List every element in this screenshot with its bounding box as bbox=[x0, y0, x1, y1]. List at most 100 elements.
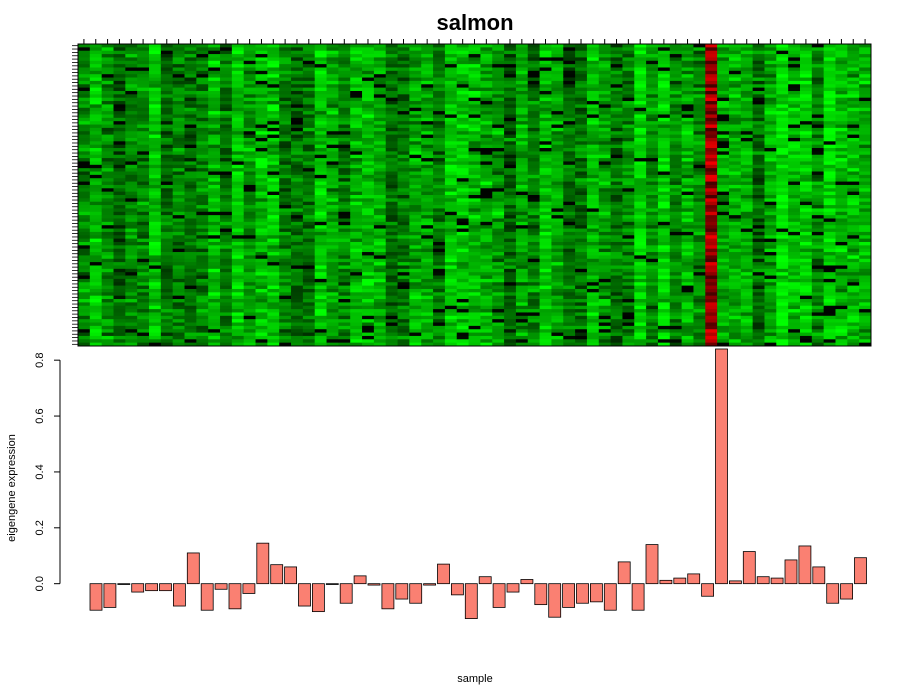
heatmap-cell bbox=[125, 208, 138, 213]
heatmap-cell bbox=[598, 164, 612, 169]
heatmap-cell bbox=[456, 77, 469, 82]
heatmap-cell bbox=[338, 218, 351, 223]
heatmap-cell bbox=[681, 245, 694, 250]
heatmap-cell bbox=[149, 248, 162, 253]
heatmap-cell bbox=[456, 178, 469, 182]
heatmap-cell bbox=[255, 47, 268, 52]
heatmap-cell bbox=[397, 184, 410, 189]
heatmap-cell bbox=[551, 295, 564, 300]
heatmap-cell bbox=[598, 285, 612, 290]
heatmap-cell bbox=[693, 57, 706, 62]
heatmap-cell bbox=[267, 67, 280, 72]
heatmap-cell bbox=[480, 178, 493, 182]
heatmap-cell bbox=[480, 315, 493, 320]
heatmap-cell bbox=[385, 205, 398, 209]
heatmap-cell bbox=[634, 248, 647, 253]
heatmap-cell bbox=[693, 275, 706, 280]
heatmap-cell bbox=[468, 339, 481, 344]
heatmap-cell bbox=[243, 265, 256, 270]
heatmap-cell bbox=[527, 305, 540, 310]
heatmap-cell bbox=[397, 94, 410, 99]
heatmap-cell bbox=[610, 44, 623, 48]
heatmap-cell bbox=[468, 144, 481, 149]
heatmap-cell bbox=[255, 309, 268, 313]
heatmap-cell bbox=[634, 231, 647, 236]
heatmap-cell bbox=[291, 205, 304, 209]
heatmap-cell bbox=[681, 309, 694, 313]
heatmap-cell bbox=[444, 319, 458, 323]
heatmap-cell bbox=[196, 70, 209, 75]
heatmap-cell bbox=[255, 305, 268, 310]
heatmap-cell bbox=[89, 329, 103, 333]
heatmap-cell bbox=[515, 252, 529, 256]
heatmap-cell bbox=[527, 221, 540, 226]
heatmap-cell bbox=[302, 164, 316, 169]
heatmap-cell bbox=[385, 285, 398, 290]
heatmap-cell bbox=[196, 184, 209, 189]
heatmap-cell bbox=[196, 231, 209, 236]
heatmap-cell bbox=[646, 94, 659, 99]
heatmap-cell bbox=[184, 137, 197, 142]
heatmap-cell bbox=[622, 117, 635, 122]
heatmap-cell bbox=[208, 158, 221, 162]
heatmap-cell bbox=[113, 80, 126, 85]
heatmap-cell bbox=[468, 111, 481, 115]
heatmap-cell bbox=[350, 50, 363, 55]
heatmap-cell bbox=[527, 198, 540, 203]
heatmap-cell bbox=[196, 302, 209, 307]
heatmap-cell bbox=[575, 245, 588, 250]
heatmap-cell bbox=[291, 195, 304, 199]
heatmap-cell bbox=[362, 282, 375, 286]
heatmap-cell bbox=[338, 275, 351, 280]
heatmap-cell bbox=[208, 252, 221, 256]
heatmap-cell bbox=[243, 144, 256, 149]
heatmap-cell bbox=[586, 208, 600, 213]
heatmap-cell bbox=[279, 299, 292, 303]
heatmap-cell bbox=[622, 151, 635, 156]
heatmap-cell bbox=[705, 54, 718, 58]
heatmap-cell bbox=[160, 342, 174, 347]
heatmap-cell bbox=[137, 64, 150, 68]
heatmap-cell bbox=[539, 299, 552, 303]
heatmap-cell bbox=[598, 325, 612, 330]
heatmap-cell bbox=[160, 164, 174, 169]
heatmap-cell bbox=[373, 252, 387, 256]
heatmap-cell bbox=[326, 218, 339, 223]
heatmap-cell bbox=[669, 127, 683, 132]
heatmap-cell bbox=[172, 275, 185, 280]
heatmap-cell bbox=[267, 188, 280, 193]
heatmap-cell bbox=[78, 178, 91, 182]
heatmap-cell bbox=[527, 215, 540, 219]
heatmap-cell bbox=[338, 87, 351, 92]
heatmap-cell bbox=[149, 174, 162, 179]
heatmap-cell bbox=[279, 228, 292, 233]
heatmap-cell bbox=[267, 154, 280, 159]
heatmap-cell bbox=[539, 168, 552, 172]
heatmap-cell bbox=[101, 305, 114, 310]
heatmap-cell bbox=[279, 148, 292, 152]
heatmap-cell bbox=[326, 325, 339, 330]
heatmap-cell bbox=[196, 319, 209, 323]
heatmap-cell bbox=[137, 188, 150, 193]
heatmap-cell bbox=[362, 329, 375, 333]
heatmap-cell bbox=[302, 161, 316, 166]
heatmap-cell bbox=[539, 158, 552, 162]
heatmap-cell bbox=[705, 322, 718, 327]
heatmap-cell bbox=[480, 94, 493, 99]
heatmap-cell bbox=[598, 137, 612, 142]
heatmap-cell bbox=[291, 302, 304, 307]
heatmap-cell bbox=[255, 299, 268, 303]
heatmap-cell bbox=[539, 97, 552, 102]
heatmap-cell bbox=[338, 54, 351, 58]
heatmap-cell bbox=[149, 144, 162, 149]
heatmap-cell bbox=[563, 74, 576, 78]
heatmap-cell bbox=[338, 221, 351, 226]
heatmap-cell bbox=[728, 148, 742, 152]
heatmap-cell bbox=[113, 325, 126, 330]
heatmap-cell bbox=[515, 87, 529, 92]
heatmap-cell bbox=[302, 84, 316, 89]
heatmap-cell bbox=[208, 265, 221, 270]
heatmap-cell bbox=[646, 64, 659, 68]
heatmap-cell bbox=[78, 329, 91, 333]
heatmap-cell bbox=[610, 77, 623, 82]
